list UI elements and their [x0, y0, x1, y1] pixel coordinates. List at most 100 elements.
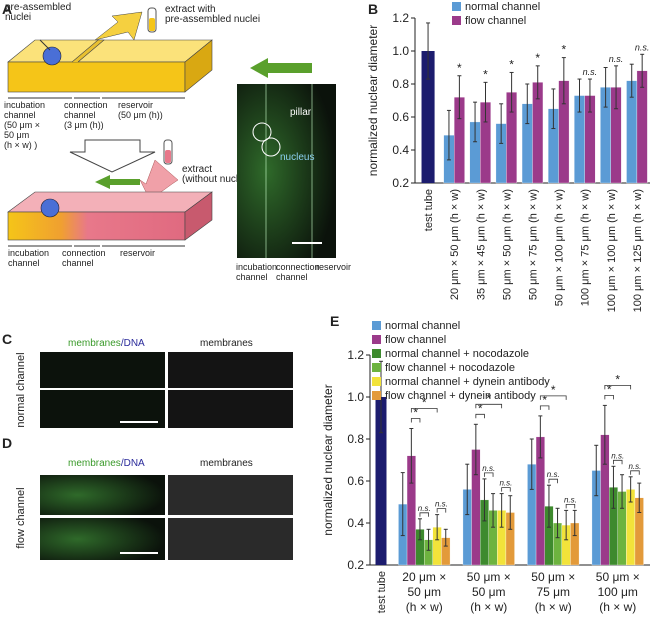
line: channel	[236, 272, 268, 282]
line: (50 μm (h))	[118, 110, 163, 120]
y-tick-label: 0.8	[347, 432, 364, 446]
bracket-label: *	[607, 382, 612, 396]
legend-swatch	[372, 363, 381, 372]
line: incubation	[8, 248, 49, 258]
tube-fill	[165, 150, 171, 163]
flow-arrow	[250, 58, 312, 78]
bracket-label: n.s.	[547, 470, 560, 479]
bar	[375, 397, 387, 565]
y-tick-label: 0.6	[347, 474, 364, 488]
line: (h × w)	[535, 600, 572, 614]
nucleus-outline	[252, 122, 272, 142]
legend-swatch	[372, 335, 381, 344]
legend-label: flow channel	[385, 334, 446, 346]
bracket	[475, 403, 503, 409]
bracket-label: n.s.	[435, 500, 448, 509]
x-tick-label: 50 μm × 100 μm (h × w)	[596, 570, 640, 614]
flow-arrow	[95, 175, 140, 189]
bracket	[501, 487, 511, 492]
y-tick-label: 0.6	[392, 110, 409, 124]
x-tick-label: 50 μm × 100 μm (h × w)	[554, 189, 566, 306]
line: 75 μm	[536, 585, 570, 599]
micrograph	[237, 84, 336, 258]
legend-swatch	[372, 391, 381, 400]
label: connection channel	[62, 248, 106, 268]
significance: *	[457, 61, 462, 75]
significance: *	[483, 67, 488, 81]
channel-top	[7, 39, 213, 63]
row-label: flow channel	[15, 487, 27, 548]
legend-swatch	[372, 349, 381, 358]
channel-front	[7, 61, 186, 93]
x-tick-label: 100 μm × 100 μm (h × w)	[606, 189, 618, 312]
stain-label: membranes/DNA	[68, 458, 145, 469]
label: nucleus	[280, 152, 314, 163]
line: 50 μm	[472, 585, 506, 599]
line: pre-assembled nuclei	[165, 14, 260, 25]
bracket-label: n.s.	[418, 504, 431, 513]
line: 50 μm	[4, 130, 29, 140]
label: connection channel	[276, 262, 320, 282]
y-tick-label: 1.2	[392, 11, 409, 25]
y-tick-label: 0.4	[392, 143, 409, 157]
arrow	[69, 139, 156, 173]
line: channel	[62, 258, 94, 268]
line: (h × w)	[406, 600, 443, 614]
line: extract with	[165, 4, 216, 15]
line: nuclei	[5, 12, 31, 23]
legend-label: normal channel	[385, 320, 460, 332]
micrograph	[168, 475, 293, 515]
x-tick-label: 20 μm × 50 μm (h × w)	[449, 189, 461, 300]
significance: n.s.	[583, 67, 598, 77]
y-tick-label: 0.4	[347, 516, 364, 530]
y-axis-label: normalized nuclear diameter	[366, 25, 380, 176]
stain: membranes	[68, 338, 121, 349]
line: (h × w)	[599, 600, 636, 614]
line: 20 μm ×	[402, 570, 446, 584]
bracket	[604, 385, 632, 390]
significance: n.s.	[635, 42, 650, 52]
line: reservoir	[118, 100, 153, 110]
label: reservoir	[120, 248, 155, 258]
legend-label: flow channel	[465, 15, 526, 27]
significance: *	[535, 51, 540, 65]
line: (50 μm ×	[4, 120, 40, 130]
label: reservoir (50 μm (h))	[118, 100, 163, 120]
legend-label: normal channel + dynein antibody	[385, 376, 550, 388]
line: (3 μm (h))	[64, 120, 104, 130]
stain: /DNA	[121, 458, 145, 469]
bracket-label: n.s.	[564, 495, 577, 504]
bar	[421, 51, 435, 183]
bracket-label: *	[486, 391, 491, 405]
bracket-label: n.s.	[482, 464, 495, 473]
panel-letter: E	[330, 313, 339, 329]
label: connection channel (3 μm (h))	[64, 100, 108, 130]
label: reservoir	[316, 262, 351, 272]
y-tick-label: 1.0	[392, 44, 409, 58]
x-tick-label: 50 μm × 50 μm (h × w)	[501, 189, 513, 300]
legend-swatch	[372, 321, 381, 330]
pointer	[39, 39, 51, 51]
x-tick-label: 100 μm × 125 μm (h × w)	[632, 189, 644, 312]
legend-swatch	[452, 2, 461, 11]
legend-label: flow channel + dynein antibody	[385, 390, 536, 402]
legend-label: normal channel + nocodazole	[385, 348, 529, 360]
x-tick-label: 20 μm × 50 μm (h × w)	[402, 570, 446, 614]
line: channel	[276, 272, 308, 282]
line: 50 μm	[407, 585, 441, 599]
bracket	[410, 408, 438, 413]
label: incubation channel	[236, 262, 277, 282]
bracket	[604, 395, 614, 400]
legend-swatch	[452, 16, 461, 25]
bracket	[548, 478, 558, 484]
micrograph	[168, 390, 293, 428]
line: channel	[8, 258, 40, 268]
bracket	[539, 405, 550, 410]
line: (h × w)	[470, 600, 507, 614]
stain-label: membranes/DNA	[68, 338, 145, 349]
bracket-label: *	[478, 401, 483, 415]
y-tick-label: 1.2	[347, 348, 364, 362]
line: incubation	[236, 262, 277, 272]
line: (without nuclei)	[182, 174, 249, 185]
